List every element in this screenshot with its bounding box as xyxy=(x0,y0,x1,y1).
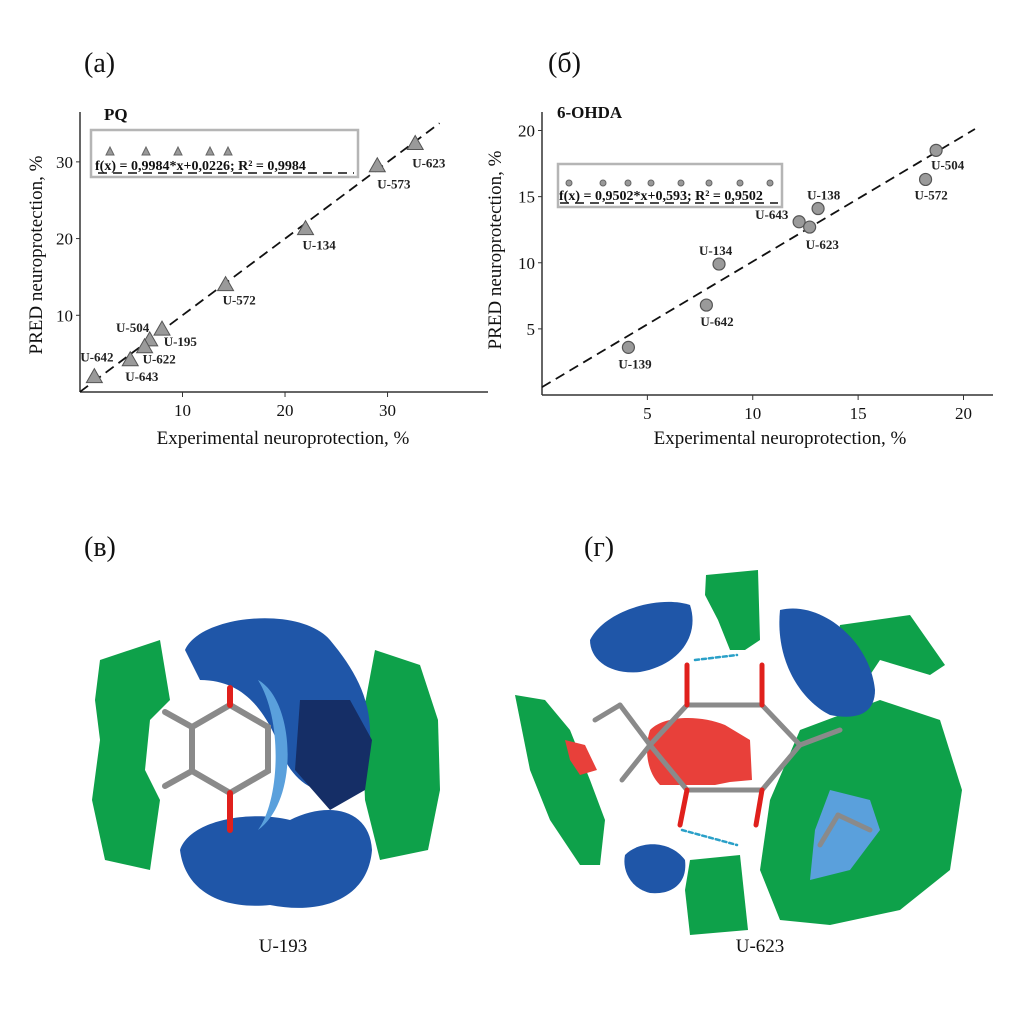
data-label: U-573 xyxy=(377,177,411,192)
chart-title: PQ xyxy=(104,105,128,124)
molecule-u623 xyxy=(592,653,873,848)
data-point xyxy=(792,215,806,229)
data-label: U-572 xyxy=(915,187,948,202)
equation-box xyxy=(89,128,360,179)
data-point xyxy=(368,156,387,173)
data-point xyxy=(712,257,726,271)
regression-line xyxy=(541,128,976,388)
blue-contour-top-left xyxy=(590,601,693,673)
light-blue-crescent xyxy=(258,680,288,830)
y-tick-label: 15 xyxy=(518,188,535,207)
blue-contour-top-right xyxy=(779,608,875,717)
data-point xyxy=(621,340,636,354)
data-label: U-623 xyxy=(412,155,446,170)
data-point xyxy=(699,298,713,312)
x-axis-title: Experimental neuroprotection, % xyxy=(157,428,410,449)
data-point xyxy=(929,143,943,157)
equation-text: f(x) = 0,9502*x+0,593; R² = 0,9502 xyxy=(559,189,763,204)
equation-text: f(x) = 0,9984*x+0,0226; R² = 0,9984 xyxy=(95,159,306,174)
dark-blue-core xyxy=(295,700,372,810)
chart-6ohda: 6-OHDA Experimental neuroprotection, % P… xyxy=(485,103,993,449)
data-label: U-134 xyxy=(303,238,337,253)
green-contour-left xyxy=(92,640,170,870)
x-tick-label: 10 xyxy=(174,401,191,420)
data-point xyxy=(135,337,154,354)
green-contour-right xyxy=(362,650,440,860)
data-label: U-642 xyxy=(80,350,113,365)
equation-box xyxy=(556,162,784,209)
blue-contour-bottom xyxy=(180,810,372,908)
equation-markers xyxy=(105,145,233,156)
x-tick-label: 20 xyxy=(277,401,294,420)
panel-label-c: (в) xyxy=(84,532,116,563)
x-tick-label: 20 xyxy=(955,404,972,423)
red-contour-left xyxy=(565,740,597,775)
panel-label-d: (г) xyxy=(584,532,614,563)
data-label: U-643 xyxy=(755,207,789,222)
green-contour-bottom xyxy=(685,855,748,935)
x-tick-label: 15 xyxy=(850,404,867,423)
caption-u623: U-623 xyxy=(736,936,785,957)
data-point xyxy=(811,201,825,216)
data-label: U-504 xyxy=(116,320,150,335)
y-tick-label: 10 xyxy=(518,254,535,273)
y-tick-label: 30 xyxy=(56,153,73,172)
x-tick-label: 10 xyxy=(744,404,761,423)
green-contour-top xyxy=(705,570,760,650)
red-contour-center xyxy=(647,718,752,785)
chart-pq: PQ Experimental neuroprotection, % PRED … xyxy=(26,105,488,449)
panel-label-b: (б) xyxy=(548,48,581,79)
data-label: U-643 xyxy=(125,369,159,384)
data-label: U-195 xyxy=(164,334,198,349)
data-label: U-134 xyxy=(699,243,733,258)
data-label: U-572 xyxy=(223,293,256,308)
blue-contour-bottom-left xyxy=(624,844,686,894)
equation-markers xyxy=(565,179,774,187)
panel-label-a: (a) xyxy=(84,48,115,79)
data-point xyxy=(803,220,817,234)
data-point xyxy=(216,275,235,292)
y-tick-label: 5 xyxy=(527,320,536,339)
data-point xyxy=(918,172,933,187)
y-axis-title: PRED neuroprotection, % xyxy=(26,155,47,354)
molecule-u193 xyxy=(162,685,271,833)
data-point xyxy=(153,320,171,336)
molecular-field-u193: U-193 xyxy=(92,618,440,957)
data-label: U-623 xyxy=(806,237,840,252)
y-axis-title: PRED neuroprotection, % xyxy=(485,150,506,349)
y-tick-label: 10 xyxy=(56,306,73,325)
x-axis-title: Experimental neuroprotection, % xyxy=(654,428,907,449)
data-label: U-138 xyxy=(807,188,841,203)
data-point xyxy=(296,219,315,236)
caption-u193: U-193 xyxy=(259,936,308,957)
data-point xyxy=(406,134,425,150)
green-contour-left xyxy=(515,695,605,865)
molecular-field-u623: U-623 xyxy=(515,570,962,957)
data-label: U-642 xyxy=(700,314,733,329)
chart-title: 6-OHDA xyxy=(557,103,623,122)
data-label: U-139 xyxy=(618,356,652,371)
blue-contour-inner-right xyxy=(810,790,880,880)
y-tick-label: 20 xyxy=(56,230,73,249)
data-label: U-504 xyxy=(931,157,965,172)
x-tick-label: 30 xyxy=(379,401,396,420)
data-label: U-622 xyxy=(143,352,176,367)
x-tick-label: 5 xyxy=(643,404,652,423)
data-point xyxy=(85,367,104,384)
y-tick-label: 20 xyxy=(518,122,535,141)
data-point xyxy=(121,350,140,367)
